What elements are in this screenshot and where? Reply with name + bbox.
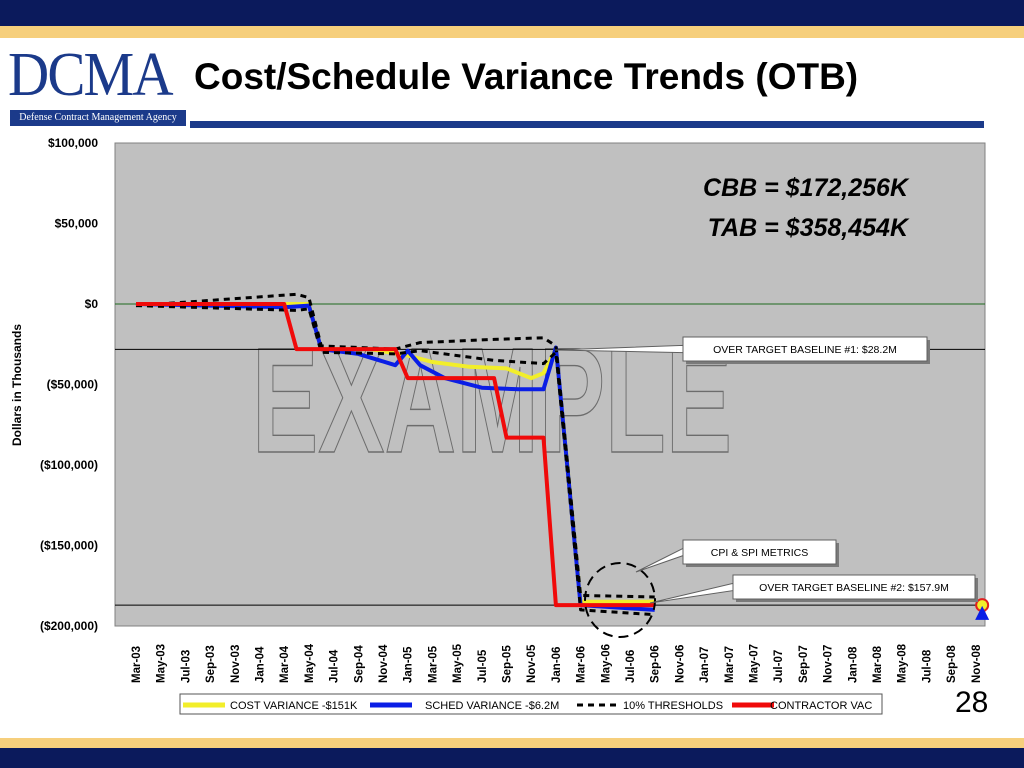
example-watermark: EXAMPLE bbox=[252, 316, 732, 484]
callout-metrics-box bbox=[682, 539, 837, 565]
page-number: 28 bbox=[955, 686, 989, 719]
x-tick-label: Jul-04 bbox=[329, 649, 341, 683]
x-tick-label: Mar-04 bbox=[279, 645, 291, 683]
x-tick-label: Jan-04 bbox=[255, 646, 267, 683]
series-line-2 bbox=[135, 292, 655, 599]
bottom-navy-bar bbox=[0, 748, 1024, 768]
series-line-3 bbox=[135, 304, 655, 617]
x-tick-label: Mar-03 bbox=[131, 646, 143, 683]
x-tick-label: Nov-06 bbox=[674, 645, 686, 683]
y-axis-label: Dollars in Thousands bbox=[10, 324, 24, 446]
x-tick-label: Jan-07 bbox=[699, 647, 711, 683]
x-tick-label: May-03 bbox=[156, 644, 168, 683]
legend: COST VARIANCE -$151K SCHED VARIANCE -$6.2… bbox=[179, 693, 883, 715]
variance-trend-chart: EXAMPLE $100,000 $50,000 $0 ($50,000) ($100,0… bbox=[10, 136, 990, 715]
x-tick-label: Sep-04 bbox=[353, 645, 365, 683]
x-tick-label: Jul-08 bbox=[921, 649, 933, 683]
logo-subtitle: Defense Contract Management Agency bbox=[10, 110, 186, 126]
x-tick-label: May-04 bbox=[304, 643, 316, 683]
x-tick-label: Jan-05 bbox=[403, 646, 415, 683]
plot-area: EXAMPLE $100,000 $50,000 $0 ($50,000) ($100,0… bbox=[10, 136, 990, 715]
x-tick-label: Nov-08 bbox=[971, 644, 983, 683]
logo-wordmark: DCMA bbox=[8, 41, 174, 109]
y-tick-label: $100,000 bbox=[48, 136, 98, 150]
x-tick-label: Mar-07 bbox=[724, 646, 736, 683]
x-tick-label: May-07 bbox=[749, 644, 761, 683]
y-tick-label: ($50,000) bbox=[47, 378, 98, 392]
legend-box bbox=[179, 693, 883, 715]
x-tick-label: Mar-05 bbox=[427, 645, 439, 683]
title-underline bbox=[190, 121, 984, 128]
x-tick-label: Nov-07 bbox=[823, 645, 835, 683]
x-tick-label: Jul-07 bbox=[773, 650, 785, 683]
y-tick-label: $0 bbox=[85, 297, 99, 311]
callout-otb1-box bbox=[682, 336, 928, 362]
legend-label: COST VARIANCE -$151K bbox=[230, 700, 358, 712]
x-tick-label: Sep-07 bbox=[798, 645, 810, 683]
cbb-annotation: CBB = $172,256K bbox=[703, 174, 910, 202]
callout-otb2-text: OVER TARGET BASELINE #2: $157.9M bbox=[759, 582, 949, 594]
x-tick-label: Sep-05 bbox=[502, 645, 514, 683]
series-line-4 bbox=[136, 302, 655, 608]
legend-label: CONTRACTOR VAC bbox=[770, 700, 872, 712]
legend-label: 10% THRESHOLDS bbox=[623, 700, 723, 712]
x-tick-label: Mar-08 bbox=[872, 645, 884, 683]
x-tick-label: Sep-06 bbox=[650, 645, 662, 683]
x-tick-label: Jan-08 bbox=[847, 646, 859, 683]
x-tick-label: Nov-05 bbox=[526, 644, 538, 683]
metrics-highlight-circle bbox=[584, 562, 656, 638]
callout-otb1-text: OVER TARGET BASELINE #1: $28.2M bbox=[713, 344, 897, 356]
dcma-logo: DCMA Defense Contract Management Agency bbox=[8, 42, 186, 128]
x-tick-label: May-08 bbox=[897, 643, 909, 683]
bottom-gold-stripe bbox=[0, 738, 1024, 748]
x-tick-label: Mar-06 bbox=[576, 646, 588, 683]
slide-title: Cost/Schedule Variance Trends (OTB) bbox=[194, 56, 859, 97]
x-tick-label: Sep-08 bbox=[946, 645, 958, 683]
y-tick-label: ($200,000) bbox=[40, 619, 98, 633]
series-line-1 bbox=[135, 302, 655, 612]
x-tick-label: May-06 bbox=[600, 644, 612, 683]
x-tick-label: Jul-03 bbox=[180, 650, 192, 683]
y-tick-label: ($150,000) bbox=[40, 539, 98, 553]
y-tick-label: $50,000 bbox=[55, 217, 99, 231]
legend-label: SCHED VARIANCE -$6.2M bbox=[425, 700, 559, 712]
x-tick-label: Nov-04 bbox=[378, 644, 390, 683]
callout-metrics-text: CPI & SPI METRICS bbox=[711, 547, 808, 559]
top-gold-stripe bbox=[0, 26, 1024, 38]
x-tick-label: Jul-06 bbox=[625, 650, 637, 683]
end-marker-triangle bbox=[975, 605, 990, 620]
x-tick-label: Jul-05 bbox=[477, 649, 489, 683]
top-navy-bar bbox=[0, 0, 1024, 26]
y-tick-label: ($100,000) bbox=[40, 458, 98, 472]
tab-annotation: TAB = $358,454K bbox=[708, 214, 910, 242]
x-tick-label: Sep-03 bbox=[205, 645, 217, 683]
x-tick-label: Jan-06 bbox=[551, 647, 563, 683]
x-tick-label: May-05 bbox=[452, 643, 464, 683]
x-tick-label: Nov-03 bbox=[230, 645, 242, 683]
callout-otb2-box bbox=[732, 574, 976, 600]
